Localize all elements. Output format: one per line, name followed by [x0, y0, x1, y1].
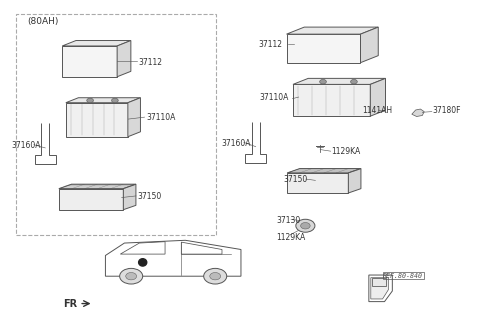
- Polygon shape: [287, 168, 361, 173]
- Text: FR: FR: [64, 299, 78, 309]
- Ellipse shape: [139, 259, 147, 266]
- Text: 1141AH: 1141AH: [363, 106, 393, 115]
- Text: 1129KA: 1129KA: [332, 147, 361, 156]
- Polygon shape: [412, 109, 424, 116]
- Polygon shape: [287, 34, 360, 63]
- Circle shape: [87, 98, 94, 103]
- Polygon shape: [287, 27, 378, 34]
- Circle shape: [350, 79, 357, 84]
- Text: 37150: 37150: [283, 175, 307, 184]
- Text: 37160A: 37160A: [221, 139, 251, 147]
- Polygon shape: [360, 27, 378, 63]
- Polygon shape: [128, 98, 141, 137]
- Text: 37150: 37150: [137, 192, 162, 201]
- Circle shape: [120, 268, 143, 284]
- Text: 37130: 37130: [276, 216, 300, 225]
- Polygon shape: [66, 98, 141, 103]
- Text: 37160A: 37160A: [12, 141, 41, 150]
- Polygon shape: [59, 184, 136, 189]
- Text: 37110A: 37110A: [259, 93, 288, 102]
- Polygon shape: [59, 189, 123, 210]
- Text: (80AH): (80AH): [28, 17, 59, 26]
- Circle shape: [300, 222, 310, 229]
- Polygon shape: [62, 41, 131, 46]
- Polygon shape: [370, 78, 385, 116]
- Circle shape: [126, 272, 137, 280]
- Polygon shape: [372, 278, 386, 286]
- Polygon shape: [117, 41, 131, 77]
- Circle shape: [320, 79, 326, 84]
- Polygon shape: [66, 103, 128, 137]
- Text: 37180F: 37180F: [433, 106, 461, 115]
- Text: REF.80-840: REF.80-840: [383, 273, 423, 279]
- Text: 37110A: 37110A: [146, 113, 175, 122]
- Text: 37112: 37112: [139, 58, 163, 66]
- Polygon shape: [348, 168, 361, 193]
- Circle shape: [111, 98, 118, 103]
- Bar: [16, 14, 216, 235]
- Text: 1129KA: 1129KA: [276, 233, 305, 242]
- Polygon shape: [371, 278, 388, 299]
- Polygon shape: [293, 78, 385, 84]
- Circle shape: [296, 219, 315, 232]
- Polygon shape: [123, 184, 136, 210]
- Polygon shape: [287, 173, 348, 193]
- Polygon shape: [293, 84, 370, 116]
- Polygon shape: [62, 46, 117, 77]
- Circle shape: [210, 272, 221, 280]
- Text: 37112: 37112: [258, 40, 282, 49]
- Circle shape: [204, 268, 227, 284]
